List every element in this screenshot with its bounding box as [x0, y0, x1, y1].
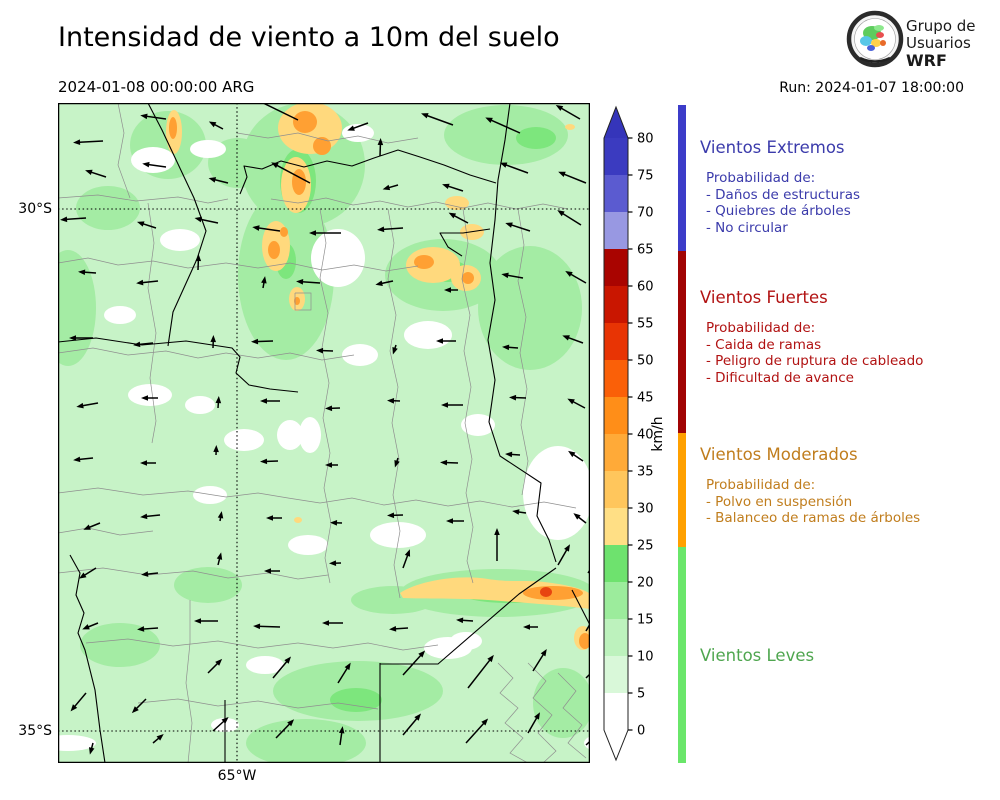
- lat-label-35s: 35°S: [18, 723, 52, 739]
- legend-item-extremos-1: - Quiebres de árboles: [706, 203, 851, 219]
- colorbar-tick-label: 0: [637, 724, 645, 739]
- legend-heading-leves: Vientos Leves: [700, 646, 815, 665]
- legend-section-leves: Vientos Leves: [700, 646, 980, 678]
- wrf-logo-emblem-icon: [846, 10, 904, 68]
- lat-label-30s: 30°S: [18, 201, 52, 217]
- legend-heading-extremos: Vientos Extremos: [700, 138, 845, 157]
- legend-heading-moderados: Vientos Moderados: [700, 445, 858, 464]
- legend-intro-fuertes: Probabilidad de:: [706, 320, 816, 336]
- colorbar-tick-label: 65: [637, 243, 654, 258]
- colorbar-tick-label: 35: [637, 465, 654, 480]
- legend-section-moderados: Vientos Moderados Probabilidad de: - Polvo…: [700, 445, 980, 527]
- legend-item-extremos-2: - No circular: [706, 219, 788, 236]
- legend-intro-moderados: Probabilidad de:: [706, 477, 816, 493]
- legend-item-fuertes-0: - Caida de ramas: [706, 336, 822, 353]
- colorbar-tick-label: 40: [637, 428, 654, 443]
- legend-item-moderados-1: - Balanceo de ramas de árboles: [706, 510, 921, 526]
- colorbar-tick-label: 20: [637, 576, 654, 591]
- legend-scale-strip-1: [678, 251, 686, 433]
- logo-line-1: Grupo de: [906, 17, 976, 35]
- colorbar-tick-label: 5: [637, 687, 645, 702]
- colorbar-tick-label: 45: [637, 391, 654, 406]
- colorbar-tick-label: 70: [637, 206, 654, 221]
- logo-line-3: WRF: [906, 51, 947, 70]
- model-run-label: Run: 2024-01-07 18:00:00: [779, 80, 964, 96]
- legend-body-extremos: Probabilidad de: - Daños de estructuras - …: [706, 170, 980, 236]
- valid-datetime: 2024-01-08 00:00:00 ARG: [58, 78, 255, 96]
- wrf-users-group-logo: Grupo de Usuarios WRF: [846, 10, 996, 72]
- colorbar-tick-label: 30: [637, 502, 654, 517]
- legend-section-extremos: Vientos Extremos Probabilidad de: - Daños …: [700, 138, 980, 236]
- colorbar-tick-label: 55: [637, 317, 654, 332]
- colorbar-unit-label: km/h: [650, 416, 666, 451]
- logo-line-2: Usuarios: [906, 34, 971, 52]
- legend-body-moderados: Probabilidad de: - Polvo en suspensión - B…: [706, 477, 980, 527]
- legend-scale-strip-0: [678, 105, 686, 251]
- legend-heading-fuertes: Vientos Fuertes: [700, 288, 828, 307]
- legend-item-fuertes-1: - Peligro de ruptura de cableado: [706, 353, 924, 369]
- legend-section-fuertes: Vientos Fuertes Probabilidad de: - Caida d…: [700, 288, 980, 386]
- colorbar-tick-label: 50: [637, 354, 654, 369]
- wind-intensity-map: [58, 103, 590, 763]
- colorbar-tick-label: 25: [637, 539, 654, 554]
- page-title: Intensidad de viento a 10m del suelo: [58, 22, 560, 53]
- legend-item-moderados-0: - Polvo en suspensión: [706, 493, 853, 510]
- legend-item-fuertes-2: - Dificultad de avance: [706, 369, 854, 386]
- colorbar-tick-label: 10: [637, 650, 654, 665]
- colorbar-tick-label: 15: [637, 613, 654, 628]
- lon-label-65w: 65°W: [217, 768, 257, 784]
- legend-scale-strip-3: [678, 547, 686, 763]
- colorbar-tick-label: 75: [637, 169, 654, 184]
- colorbar-scale: 0 5 10 15 20 25 30 35 40 45 50 55 60 65 70 75 80 km/h: [603, 105, 666, 762]
- legend-scale-strip-2: [678, 433, 686, 547]
- colorbar-tick-label: 80: [637, 132, 654, 147]
- legend-body-fuertes: Probabilidad de: - Caida de ramas - Peligr…: [706, 320, 980, 386]
- colorbar-tick-label: 60: [637, 280, 654, 295]
- logo-text: Grupo de Usuarios WRF: [906, 17, 976, 70]
- legend-item-extremos-0: - Daños de estructuras: [706, 186, 861, 203]
- legend-intro-extremos: Probabilidad de:: [706, 170, 816, 186]
